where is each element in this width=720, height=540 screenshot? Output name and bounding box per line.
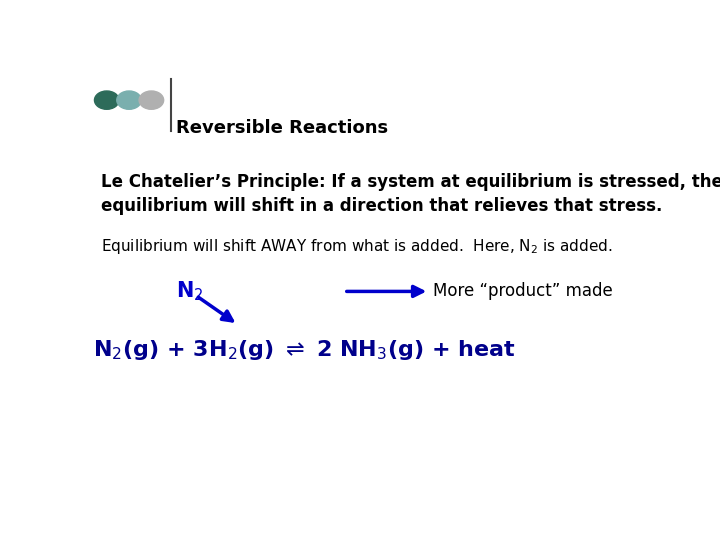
- Circle shape: [139, 91, 163, 109]
- Text: N$_2$(g) + 3H$_2$(g) $\rightleftharpoons$ 2 NH$_3$(g) + heat: N$_2$(g) + 3H$_2$(g) $\rightleftharpoons…: [94, 338, 516, 362]
- Text: Le Chatelier’s Principle: If a system at equilibrium is stressed, the
equilibriu: Le Chatelier’s Principle: If a system at…: [101, 173, 720, 214]
- Text: Equilibrium will shift AWAY from what is added.  Here, N$_2$ is added.: Equilibrium will shift AWAY from what is…: [101, 238, 613, 256]
- Text: Reversible Reactions: Reversible Reactions: [176, 119, 389, 137]
- Circle shape: [117, 91, 141, 109]
- Text: More “product” made: More “product” made: [433, 282, 613, 300]
- Text: N$_2$: N$_2$: [176, 280, 204, 303]
- Circle shape: [94, 91, 119, 109]
